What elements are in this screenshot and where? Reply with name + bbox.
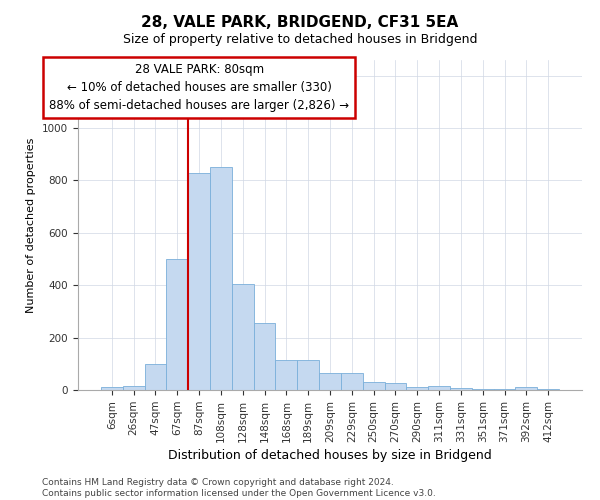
Text: 28 VALE PARK: 80sqm
← 10% of detached houses are smaller (330)
88% of semi-detac: 28 VALE PARK: 80sqm ← 10% of detached ho… xyxy=(49,63,349,112)
Bar xyxy=(297,360,319,390)
Bar xyxy=(537,388,559,390)
Bar xyxy=(254,323,275,390)
Bar xyxy=(188,172,210,390)
Text: 28, VALE PARK, BRIDGEND, CF31 5EA: 28, VALE PARK, BRIDGEND, CF31 5EA xyxy=(142,15,458,30)
Bar xyxy=(385,384,406,390)
Bar xyxy=(406,387,428,390)
Text: Size of property relative to detached houses in Bridgend: Size of property relative to detached ho… xyxy=(123,32,477,46)
Bar xyxy=(515,387,537,390)
Bar xyxy=(450,388,472,390)
Bar xyxy=(494,388,515,390)
Bar xyxy=(363,382,385,390)
Bar xyxy=(101,388,123,390)
Bar xyxy=(145,364,166,390)
Bar xyxy=(319,373,341,390)
X-axis label: Distribution of detached houses by size in Bridgend: Distribution of detached houses by size … xyxy=(168,449,492,462)
Bar xyxy=(232,284,254,390)
Bar xyxy=(428,386,450,390)
Y-axis label: Number of detached properties: Number of detached properties xyxy=(26,138,37,312)
Bar xyxy=(210,168,232,390)
Text: Contains HM Land Registry data © Crown copyright and database right 2024.
Contai: Contains HM Land Registry data © Crown c… xyxy=(42,478,436,498)
Bar xyxy=(275,360,297,390)
Bar xyxy=(341,373,363,390)
Bar xyxy=(166,259,188,390)
Bar xyxy=(472,388,494,390)
Bar xyxy=(123,386,145,390)
